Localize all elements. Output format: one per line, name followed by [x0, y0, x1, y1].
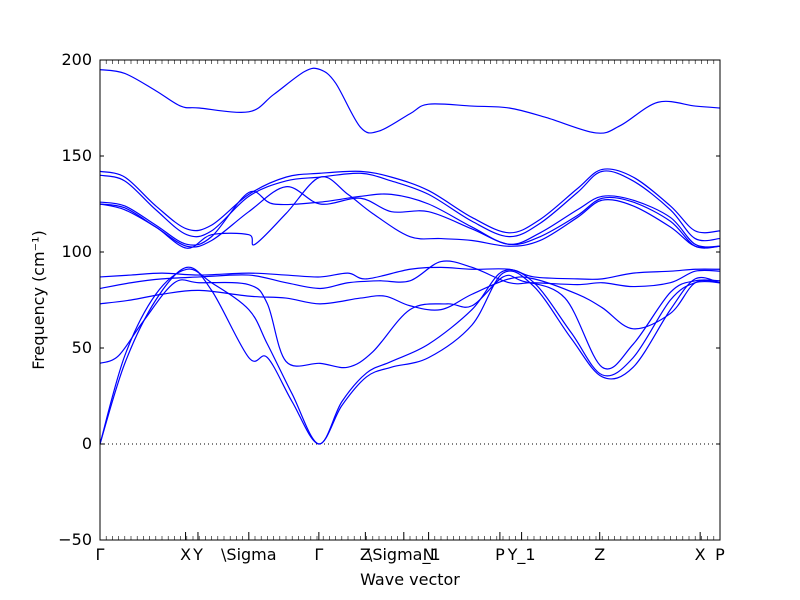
x-tick-label: X	[695, 545, 706, 564]
series-layer	[99, 67, 721, 445]
x-tick-label: Z	[594, 545, 605, 564]
x-tick-label: Z	[360, 545, 371, 564]
phonon-branch-2	[99, 168, 721, 234]
phonon-branch-3	[99, 170, 721, 242]
phonon-branch-5	[99, 186, 721, 249]
phonon-branch-6	[99, 176, 721, 249]
y-tick-label: −50	[58, 530, 92, 549]
x-tick-label: \Sigma_1	[367, 545, 441, 565]
x-tick-label: P	[715, 545, 725, 564]
x-tick-label: N	[423, 545, 435, 564]
phonon-branch-4	[99, 190, 721, 248]
x-tick-label: Y	[192, 545, 203, 564]
x-tick-label: Γ	[96, 545, 105, 564]
x-tick-label: X	[180, 545, 191, 564]
phonon-branch-1	[99, 67, 721, 134]
y-tick-label: 100	[61, 242, 92, 261]
x-tick-label: Γ	[314, 545, 323, 564]
x-axis-label: Wave vector	[360, 570, 460, 589]
phonon-branch-12	[99, 266, 721, 445]
y-axis-label: Frequency (cm⁻¹)	[29, 230, 48, 369]
x-tick-label: \Sigma	[221, 545, 277, 564]
phonon-branch-10	[99, 274, 721, 370]
y-tick-label: 200	[61, 50, 92, 69]
x-tick-label: Y_1	[507, 545, 536, 565]
y-tick-label: 50	[72, 338, 92, 357]
phonon-branch-7	[99, 266, 721, 280]
phonon-branch-9	[99, 276, 721, 330]
phonon-branch-11	[99, 268, 721, 445]
y-tick-label: 150	[61, 146, 92, 165]
y-tick-label: 0	[82, 434, 92, 453]
x-tick-label: P	[495, 545, 505, 564]
